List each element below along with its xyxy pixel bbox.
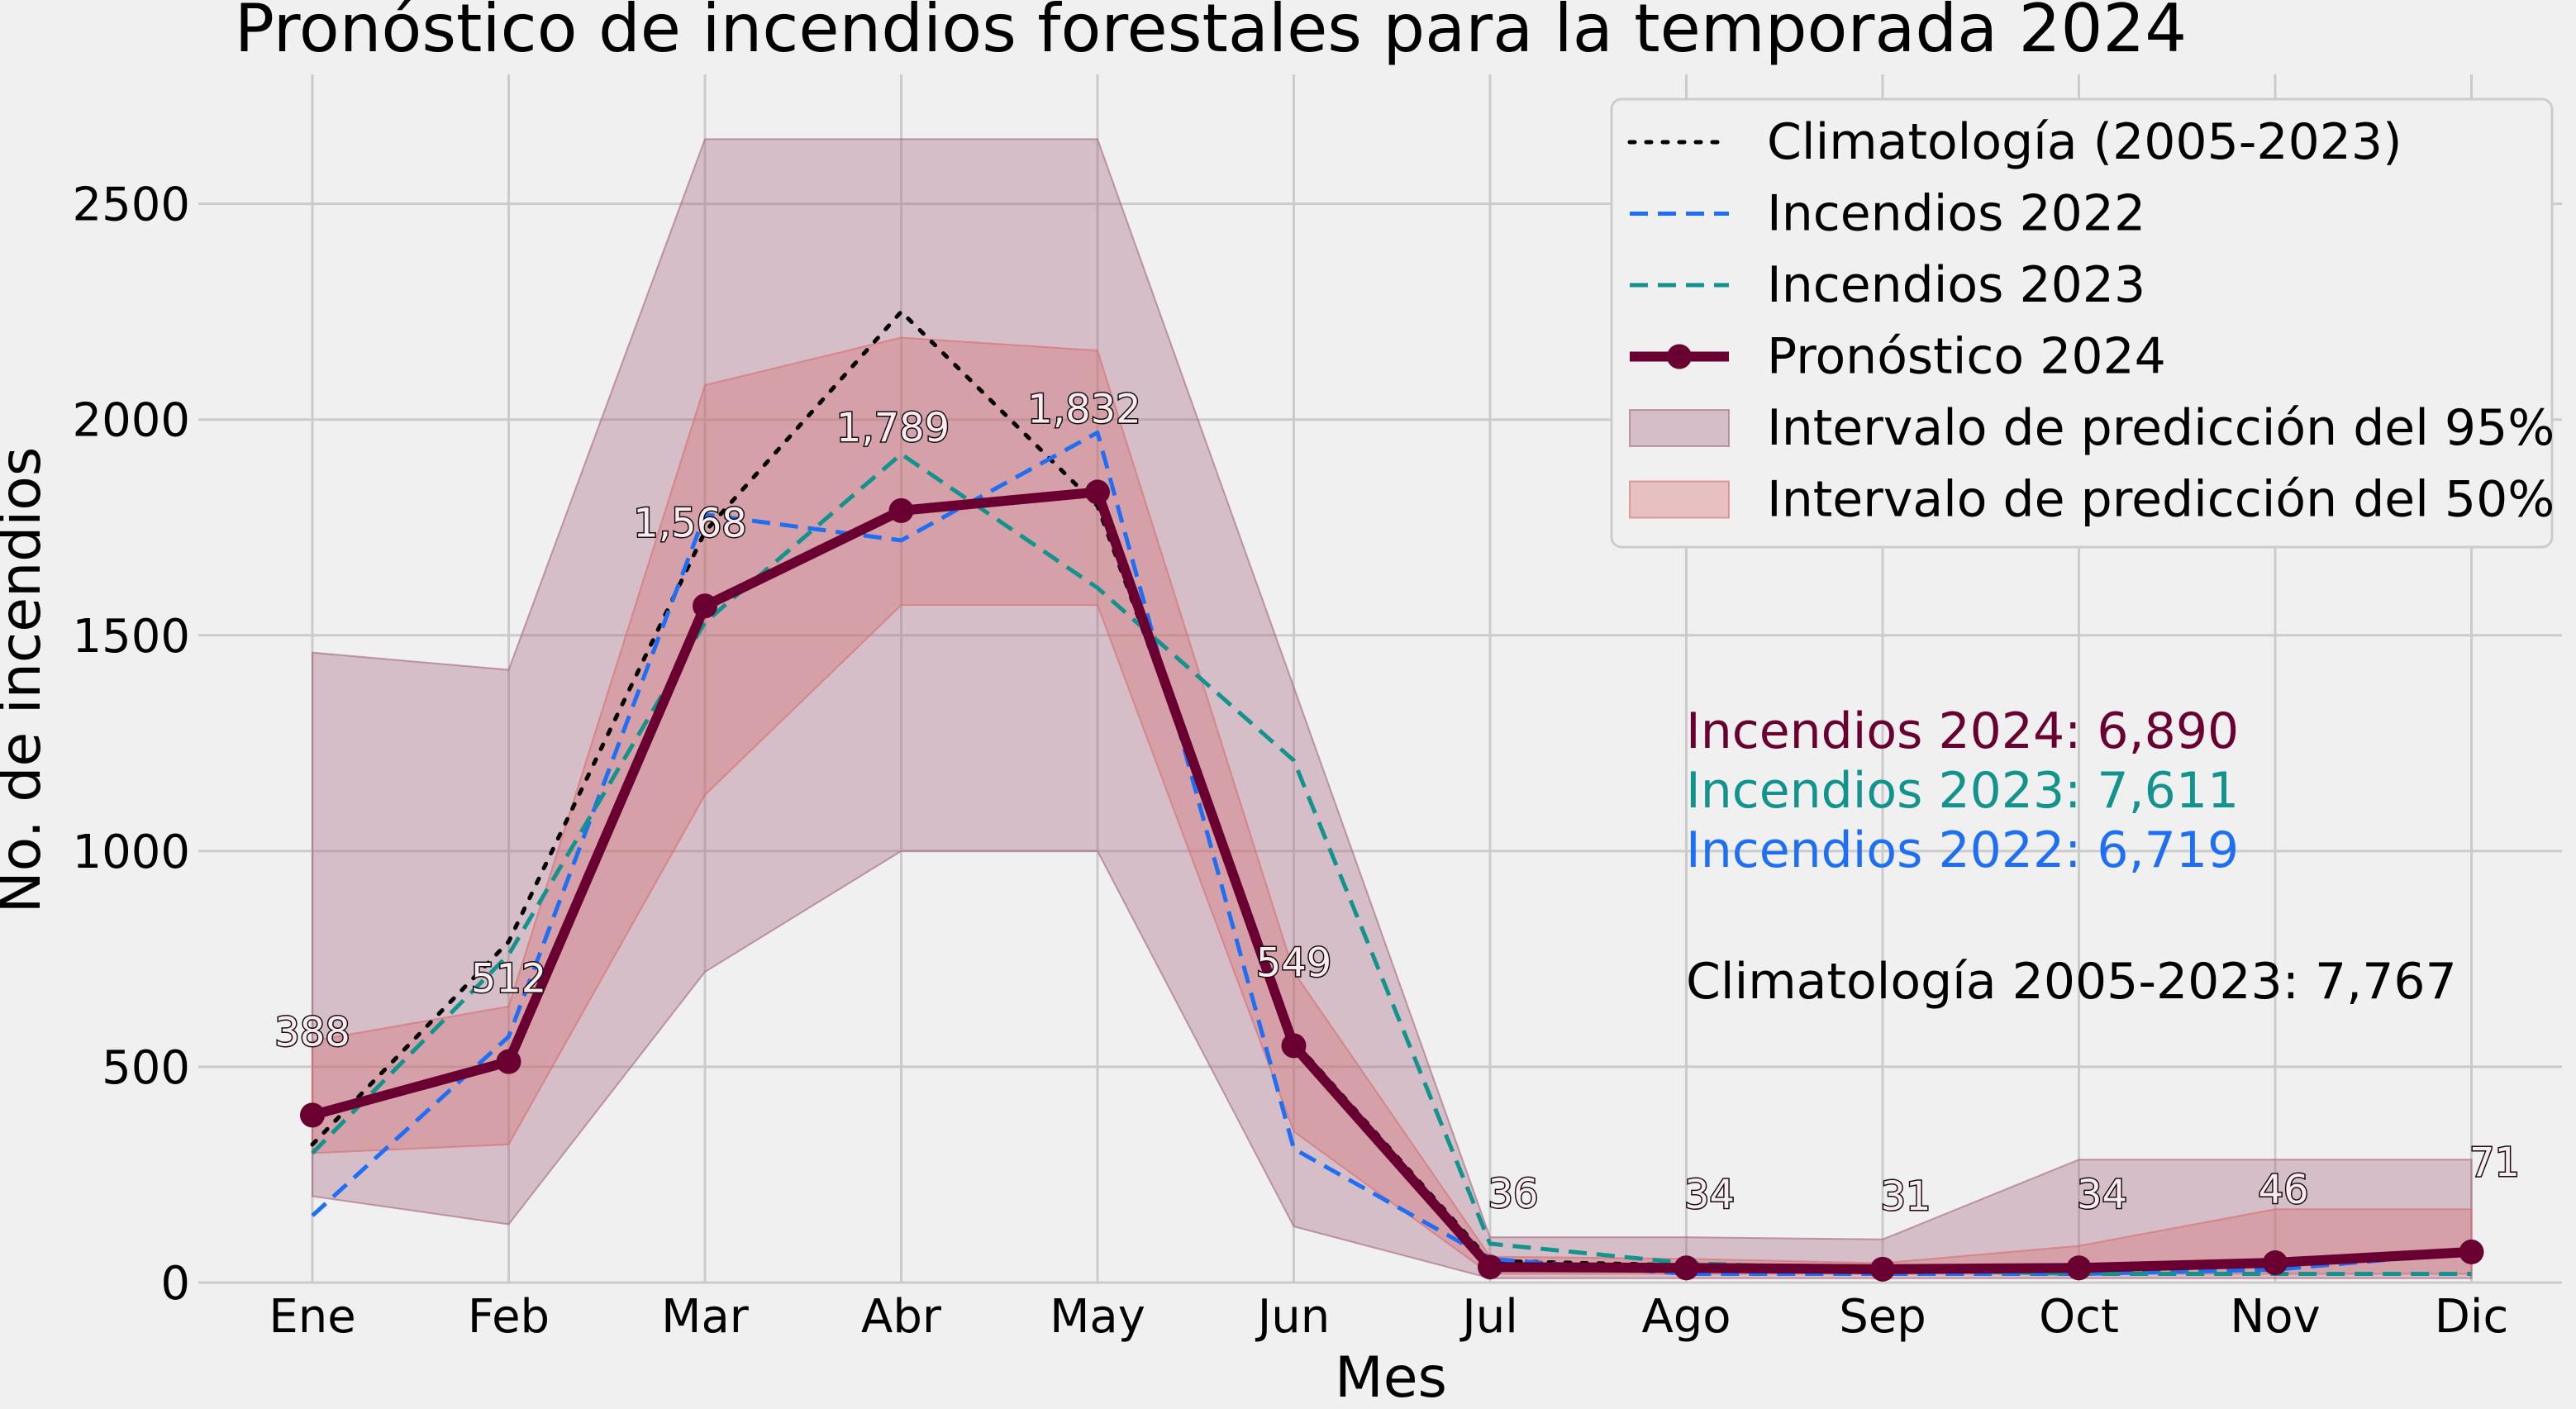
forecast-point [1870, 1256, 1895, 1282]
legend-label: Incendios 2022 [1767, 185, 2145, 243]
chart-title: Pronóstico de incendios forestales para … [235, 0, 2187, 67]
forecast-point [1085, 479, 1110, 505]
x-tick-label: Nov [2230, 1290, 2320, 1344]
x-tick-label: Abr [861, 1290, 942, 1344]
x-tick-label: Ago [1641, 1290, 1731, 1344]
x-tick-label: Jul [1459, 1290, 1518, 1344]
summary-annotation: Climatología 2005-2023: 7,767 [1686, 953, 2457, 1011]
data-label: 46 [2258, 1167, 2308, 1213]
legend-label: Pronóstico 2024 [1767, 328, 2166, 386]
y-tick-label: 500 [102, 1041, 190, 1095]
data-label: 388 [274, 1009, 350, 1055]
legend-swatch [1629, 480, 1730, 519]
x-tick-label: Mar [661, 1290, 750, 1344]
legend-marker [1667, 344, 1692, 369]
summary-annotation: Incendios 2024: 6,890 [1686, 702, 2239, 760]
forecast-point [496, 1049, 521, 1074]
legend: Climatología (2005-2023) Incendios 2022 In… [1610, 98, 2555, 549]
y-tick-label: 2500 [72, 179, 190, 232]
forecast-point [300, 1102, 325, 1128]
x-tick-label: Ene [269, 1290, 355, 1344]
data-label: 1,789 [836, 405, 950, 451]
legend-swatch [1629, 409, 1730, 447]
x-tick-label: Jun [1255, 1290, 1331, 1344]
band-95 [312, 138, 2473, 1279]
legend-label: Intervalo de predicción del 95% [1767, 399, 2555, 457]
y-tick-label: 1500 [72, 610, 190, 664]
series-lines [300, 309, 2484, 1282]
x-tick-label: Feb [468, 1290, 550, 1344]
x-tick-label: Sep [1839, 1290, 1926, 1344]
data-label: 1,568 [633, 500, 746, 546]
data-label: 34 [1684, 1172, 1735, 1218]
legend-label: Intervalo de predicción del 50% [1767, 471, 2555, 529]
summary-annotation: Incendios 2023: 7,611 [1686, 762, 2239, 820]
data-label: 36 [1488, 1171, 1538, 1217]
forecast-point [1281, 1033, 1307, 1059]
x-tick-label: Dic [2435, 1290, 2508, 1344]
x-tick-label: Oct [2039, 1290, 2119, 1344]
forecast-point [1674, 1255, 1699, 1281]
data-label: 31 [1880, 1173, 1931, 1220]
y-tick-label: 0 [160, 1257, 190, 1311]
y-tick-label: 1000 [72, 826, 190, 879]
forecast-point [693, 593, 717, 619]
forecast-point [2066, 1255, 2092, 1281]
legend-box [1610, 98, 2554, 549]
data-label: 549 [1256, 940, 1332, 986]
series-line-3 [311, 487, 2472, 1274]
y-axis-label: No. de incendios [0, 447, 54, 914]
data-label: 71 [2469, 1140, 2520, 1186]
data-label: 1,832 [1027, 386, 1140, 432]
grid [198, 74, 2562, 1284]
x-tick-label: May [1050, 1290, 1145, 1344]
forecast-point [1478, 1254, 1502, 1280]
forecast-point [2263, 1250, 2288, 1275]
x-axis-ticks: Ene Feb Mar Abr May Jun Jul Ago Sep Oct Nov Dic [269, 1290, 2508, 1344]
summary-annotation: Incendios 2022: 6,719 [1686, 821, 2239, 879]
forecast-point [2459, 1239, 2484, 1264]
forecast-point [888, 497, 914, 523]
y-axis-ticks: 0 500 1000 1500 2000 2500 [72, 179, 190, 1311]
x-axis-label: Mes [1335, 1345, 1447, 1409]
data-label: 34 [2077, 1172, 2127, 1218]
y-tick-label: 2000 [72, 394, 190, 448]
data-label: 512 [471, 956, 547, 1002]
data-labels: 388 512 1,568 1,789 1,832 549 36 34 31 34 46 71 [274, 385, 2521, 1221]
legend-label: Incendios 2023 [1767, 256, 2145, 314]
legend-label: Climatología (2005-2023) [1767, 113, 2402, 171]
